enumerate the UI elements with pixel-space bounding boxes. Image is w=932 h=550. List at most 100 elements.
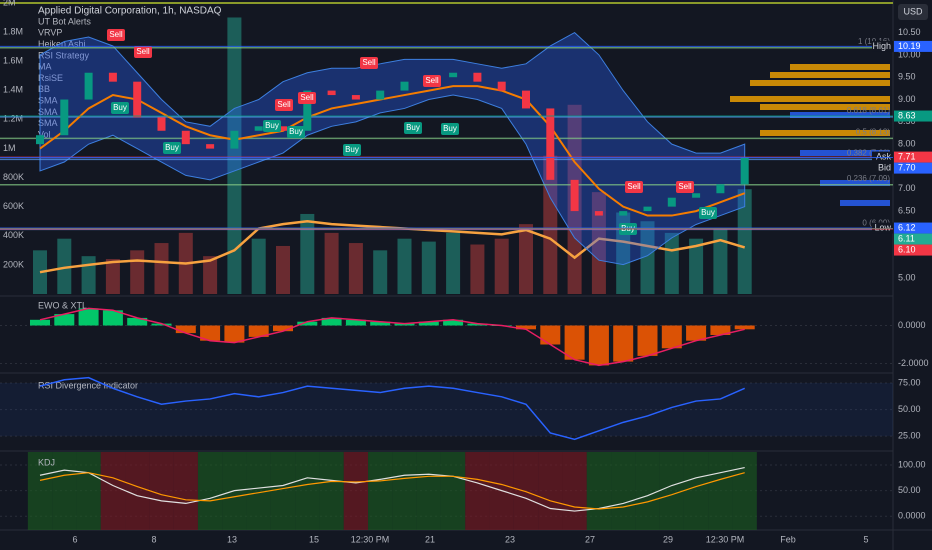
x-tick-label: 21 [425,534,435,544]
price-tag-value: 6.10 [898,244,916,254]
kdj-zone [125,452,150,530]
signal-label: Buy [443,124,457,133]
volume-bar [737,189,752,294]
kdj-zone [343,452,369,530]
signal-badge [263,120,281,132]
price-tag [894,233,932,245]
signal-label: Sell [136,47,150,56]
ewo-line [39,307,745,367]
signal-badge [287,126,305,138]
candle [546,108,555,180]
fib-label: 0.618 (8.61) [847,106,890,115]
kdj-zone [538,452,563,530]
candle [522,90,530,109]
signal-badge [404,122,422,134]
price-tag-name: Bid [878,162,891,172]
currency[interactable]: USD [903,6,923,16]
ewo-bar [297,321,318,326]
kdj-d-line [39,472,745,510]
ewo-bar [734,325,755,330]
kdj-zone [392,452,417,530]
ewo-bar [102,310,123,326]
signal-label: Sell [362,58,376,67]
kdj-zone [197,452,223,530]
volume-bar [33,250,47,294]
price-tag [894,151,932,163]
candle [570,179,579,212]
candle [619,211,628,216]
indicator-name: VRVP [38,28,62,38]
signal-badge [163,142,181,154]
volume-bar [203,256,218,294]
panel-title: RSI Divergence Indicator [38,380,138,390]
candle [473,72,482,82]
y-tick-label: 10.50 [898,27,921,37]
candle [351,95,360,100]
y-tick-label: 200K [3,259,24,269]
indicator-name: SMA [38,118,58,128]
signal-badge [343,144,361,156]
y-tick-label: 10.00 [898,49,921,59]
x-tick-label: 6 [72,534,77,544]
signal-badge [111,102,129,114]
kdj-zone [368,452,393,530]
indicator-name: SMA [38,95,58,105]
signal-badge [676,181,694,193]
signal-label: Sell [425,76,439,85]
volume-bar [57,238,72,294]
y-tick-label: 7.00 [898,183,916,193]
x-tick-label: 8 [151,534,156,544]
volume-bar [130,250,145,294]
ewo-bar [200,325,221,341]
y-tick-label: 75.00 [898,377,921,387]
signal-badge [423,75,441,87]
kdj-zone [149,452,174,530]
kdj-zone [513,452,539,530]
volume-bar [227,17,242,295]
y-tick-label: 9.00 [898,94,916,104]
signal-label: Buy [113,103,127,112]
ewo-bar [273,325,293,332]
fib-label: 0.5 (8.13) [856,127,891,136]
volume-bar [421,241,436,294]
ewo-bar [637,325,658,356]
y-tick-label: 50.00 [898,404,921,414]
y-tick-label: 400K [3,230,24,240]
signal-badge [441,123,459,135]
candle [376,90,385,100]
signal-badge [360,57,378,69]
ewo-bar [564,325,585,360]
x-tick-label: 15 [309,534,319,544]
bollinger-band [39,31,746,266]
kdj-zone [732,452,757,530]
price-tag-name-box [872,162,893,174]
kdj-zone [270,452,296,530]
candle [327,90,336,96]
candle [692,193,701,198]
ewo-bar [224,325,245,343]
y-tick-label: 1M [3,143,16,153]
volume-bar [689,238,704,294]
signal-badge [107,29,125,41]
candle [36,135,44,145]
price-tag [894,244,932,256]
y-tick-label: 1.6M [3,56,23,66]
kdj-zone [586,452,612,530]
ewo-bar [613,325,634,362]
y-tick-label: -2.0000 [898,358,929,368]
indicator-name: SMA [38,107,58,117]
y-tick-label: 1.2M [3,114,23,124]
ewo-bar [394,323,415,326]
rsi-band [0,382,893,437]
candle [60,99,69,136]
candle [400,81,409,91]
volume-bar [640,221,655,294]
volume-bar [105,259,120,294]
currency-box[interactable] [898,4,928,20]
kdj-zone [27,452,53,530]
volume-bar [446,232,461,294]
price-tag-name-box [872,40,893,52]
y-tick-label: 2M [3,0,16,7]
x-tick-label: 29 [663,534,673,544]
